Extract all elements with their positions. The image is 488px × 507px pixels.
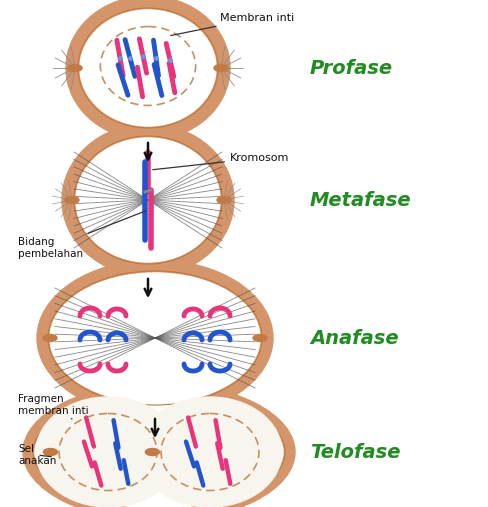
Ellipse shape [65, 197, 79, 203]
Ellipse shape [43, 449, 58, 455]
Text: Profase: Profase [310, 58, 393, 78]
Ellipse shape [217, 197, 231, 203]
Ellipse shape [43, 335, 57, 342]
Ellipse shape [138, 397, 282, 507]
Ellipse shape [23, 383, 295, 507]
Ellipse shape [214, 64, 228, 71]
Ellipse shape [62, 124, 234, 276]
Text: Bidang
pembelahan: Bidang pembelahan [18, 211, 145, 259]
Text: Membran inti: Membran inti [171, 13, 294, 35]
Ellipse shape [37, 260, 273, 416]
Ellipse shape [68, 64, 82, 71]
Text: Telofase: Telofase [310, 443, 401, 461]
Ellipse shape [36, 397, 180, 507]
Ellipse shape [35, 396, 283, 507]
Ellipse shape [66, 0, 230, 140]
Ellipse shape [145, 449, 160, 455]
Text: Metafase: Metafase [310, 191, 411, 209]
Text: Fragmen
membran inti: Fragmen membran inti [18, 394, 89, 419]
Ellipse shape [76, 138, 220, 262]
Text: Kromosom: Kromosom [153, 153, 289, 170]
Text: Anafase: Anafase [310, 329, 399, 347]
Text: Sel
anakan: Sel anakan [18, 444, 57, 466]
Ellipse shape [50, 273, 260, 403]
Ellipse shape [80, 10, 216, 126]
Ellipse shape [253, 335, 267, 342]
